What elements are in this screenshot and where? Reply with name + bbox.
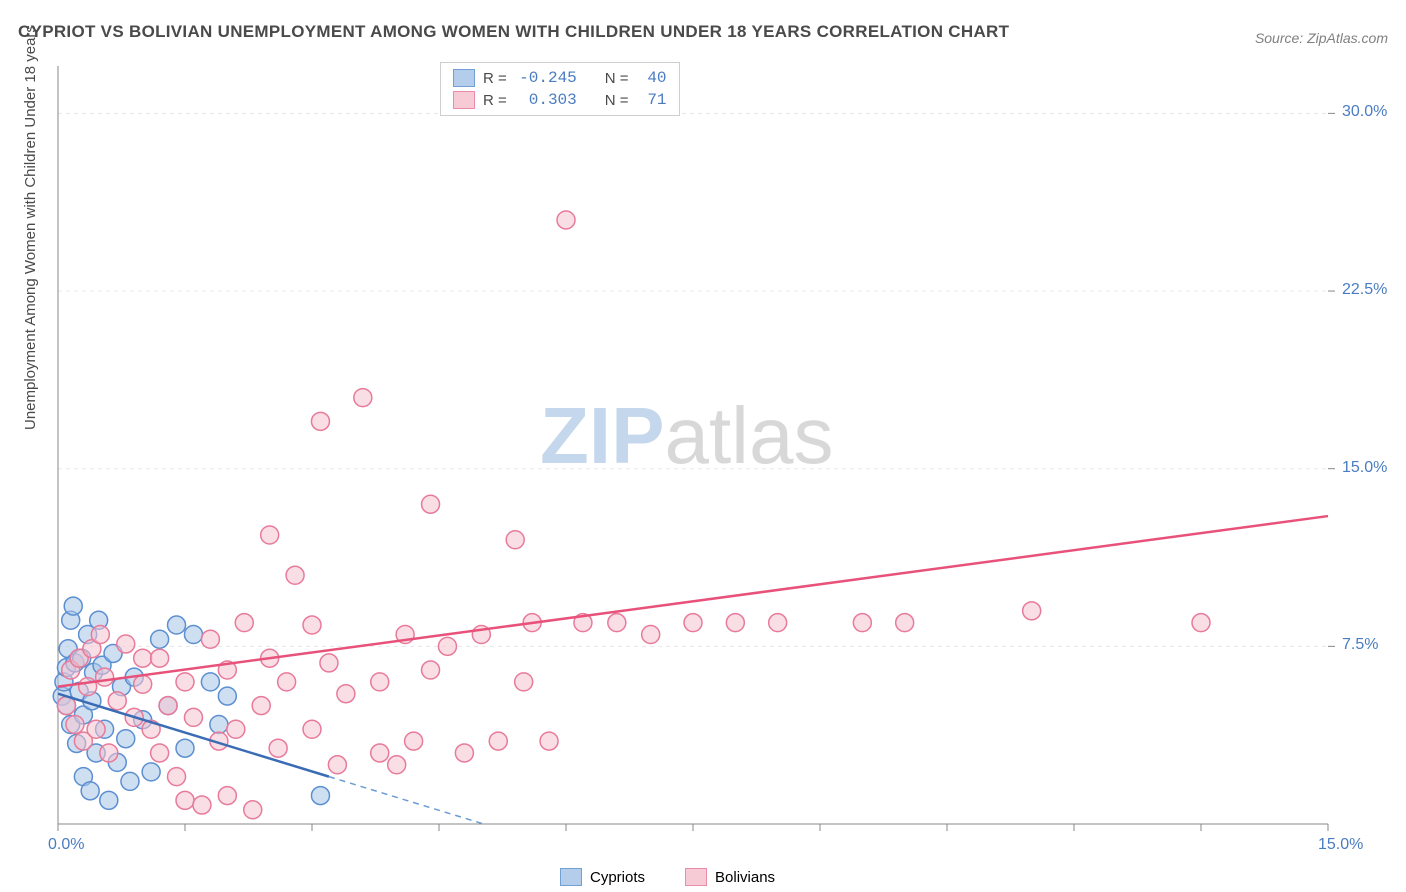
legend-item: Bolivians (685, 868, 775, 886)
n-value: 40 (637, 69, 667, 87)
x-tick-label: 0.0% (48, 836, 84, 854)
source-attribution: Source: ZipAtlas.com (1255, 30, 1388, 46)
r-value: -0.245 (515, 69, 577, 87)
y-tick-label: 30.0% (1342, 103, 1387, 121)
y-axis-label: Unemployment Among Women with Children U… (22, 25, 39, 430)
scatter-chart (52, 60, 1388, 860)
n-value: 71 (637, 91, 667, 109)
r-label: R = (483, 92, 507, 109)
legend-label: Cypriots (590, 869, 645, 886)
r-label: R = (483, 70, 507, 87)
legend-row: R = -0.245 N = 40 (453, 67, 667, 89)
correlation-legend: R = -0.245 N = 40 R = 0.303 N = 71 (440, 62, 680, 116)
x-tick-label: 15.0% (1318, 836, 1363, 854)
chart-area (52, 60, 1388, 860)
legend-swatch (453, 91, 475, 109)
legend-swatch (453, 69, 475, 87)
y-tick-label: 15.0% (1342, 459, 1387, 477)
legend-row: R = 0.303 N = 71 (453, 89, 667, 111)
y-tick-label: 22.5% (1342, 281, 1387, 299)
series-legend: Cypriots Bolivians (560, 868, 775, 886)
legend-item: Cypriots (560, 868, 645, 886)
legend-swatch (560, 868, 582, 886)
y-tick-label: 7.5% (1342, 636, 1378, 654)
chart-title: CYPRIOT VS BOLIVIAN UNEMPLOYMENT AMONG W… (18, 22, 1009, 42)
n-label: N = (605, 70, 629, 87)
r-value: 0.303 (515, 91, 577, 109)
n-label: N = (605, 92, 629, 109)
legend-label: Bolivians (715, 869, 775, 886)
legend-swatch (685, 868, 707, 886)
